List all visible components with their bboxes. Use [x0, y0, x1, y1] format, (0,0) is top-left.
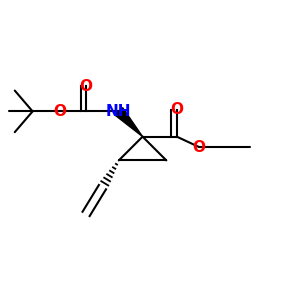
Text: O: O [80, 79, 93, 94]
Text: O: O [193, 140, 206, 154]
Text: O: O [170, 102, 183, 117]
Text: NH: NH [106, 104, 131, 119]
Text: O: O [53, 104, 66, 119]
Polygon shape [115, 108, 142, 136]
